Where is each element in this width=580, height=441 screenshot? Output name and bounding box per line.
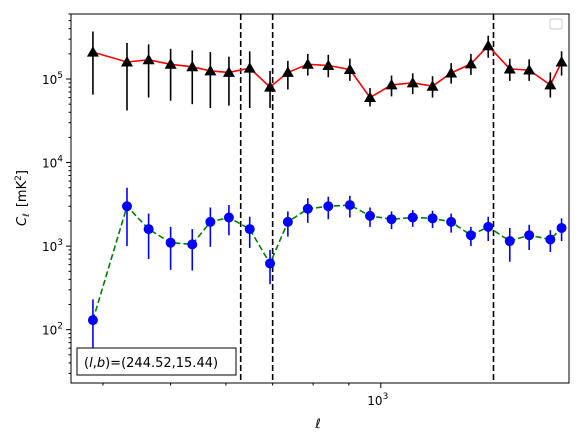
data-point [223, 212, 234, 223]
data-point [187, 239, 198, 250]
data-point [302, 203, 313, 214]
data-point [465, 230, 476, 241]
data-point [244, 224, 255, 235]
data-point [143, 224, 154, 235]
data-point [364, 91, 377, 103]
data-point [523, 64, 536, 75]
series-2 [87, 187, 567, 349]
data-point [446, 216, 457, 227]
vertical-lines [239, 14, 495, 383]
series-1 [86, 31, 568, 111]
y-tick-label: 105 [42, 71, 63, 87]
annotation-box [76, 347, 237, 376]
legend-box [549, 18, 563, 30]
data-point [524, 230, 535, 241]
data-point [503, 62, 516, 74]
data-point [186, 60, 199, 72]
x-tick-label: 103 [367, 392, 388, 408]
data-point [281, 66, 294, 77]
y-tick-label: 103 [42, 238, 63, 254]
data-point [556, 222, 567, 233]
tick-label-layer: 102 103 104 105 103 [42, 71, 388, 408]
data-point [544, 78, 557, 90]
data-point [343, 63, 356, 74]
plot-frame [70, 13, 570, 384]
data-point [483, 221, 494, 232]
data-point [386, 214, 397, 225]
y-tick-label: 102 [42, 322, 63, 338]
data-point [120, 55, 133, 67]
data-point [406, 76, 419, 88]
data-point [243, 62, 256, 73]
data-point [407, 212, 418, 223]
y-axis-label: Cℓ[mK2] [14, 170, 32, 226]
data-point [464, 57, 477, 69]
data-point [282, 216, 293, 227]
data-point [504, 236, 515, 247]
data-point [121, 201, 132, 212]
data-point [86, 46, 99, 57]
data-point [445, 67, 458, 78]
data-point [301, 58, 314, 69]
data-point [545, 234, 556, 245]
data-point [142, 53, 155, 65]
data-point [204, 64, 217, 76]
data-point [365, 210, 376, 221]
data-point [265, 258, 276, 269]
data-point [344, 200, 355, 211]
annotation-text: (l,b)=(244.52,15.44) [84, 356, 218, 371]
series-layer [86, 31, 568, 349]
data-point [385, 78, 398, 90]
data-point [427, 213, 438, 224]
data-point [205, 216, 216, 227]
data-point [555, 55, 568, 67]
data-point [322, 59, 335, 71]
y-tick-label: 104 [42, 155, 63, 171]
data-point [323, 201, 334, 212]
plot-area [71, 14, 569, 383]
data-point [165, 237, 176, 248]
data-point [87, 315, 98, 326]
x-axis-label: ℓ [314, 417, 320, 432]
data-point [264, 81, 277, 92]
data-point [222, 66, 235, 77]
data-point [482, 39, 495, 51]
data-point [164, 58, 177, 69]
data-point [426, 80, 439, 91]
